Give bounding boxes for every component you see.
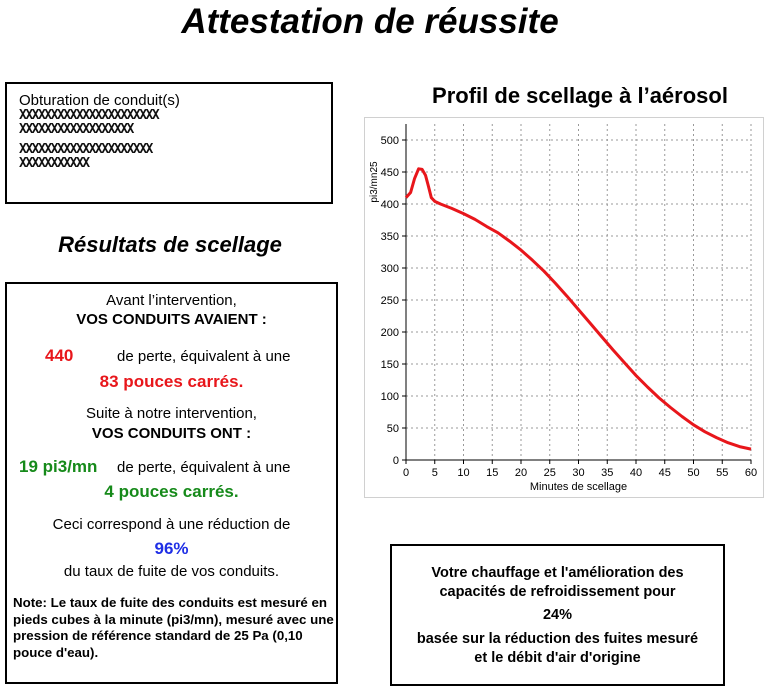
x-tick-label: 60	[745, 467, 757, 479]
before-leak-text: de perte, équivalent à une	[117, 348, 291, 365]
y-tick-label: 0	[393, 455, 399, 467]
y-tick-label: 300	[381, 263, 399, 275]
x-tick-label: 30	[572, 467, 584, 479]
x-tick-label: 0	[403, 467, 409, 479]
y-axis-label: pi3/mn25	[369, 161, 380, 203]
before-leak-value: 440	[45, 346, 74, 365]
chart-frame: 0 50 100 150 200 250 300 350 400 450 500 0 5 10 15 20 25…	[364, 117, 764, 498]
obturation-line-3: XXXXXXXXXXXXXXXXXXXXX	[19, 143, 153, 157]
x-tick-label: 25	[544, 467, 556, 479]
sealing-profile-chart: 0 50 100 150 200 250 300 350 400 450 500 0 5 10 15 20 25…	[369, 124, 757, 493]
x-tick-label: 55	[716, 467, 728, 479]
results-box: Avant l’intervention, VOS CONDUITS AVAIE…	[5, 282, 338, 684]
reduction-value: 96%	[154, 539, 189, 558]
x-tick-label: 5	[432, 467, 438, 479]
obturation-box: Obturation de conduit(s) XXXXXXXXXXXXXXX…	[5, 82, 333, 204]
y-tick-label: 350	[381, 231, 399, 243]
y-tick-label: 50	[387, 423, 399, 435]
x-tick-label: 20	[515, 467, 527, 479]
improvement-value: 24%	[542, 607, 573, 623]
y-tick-label: 250	[381, 295, 399, 307]
obturation-label: Obturation de conduit(s)	[19, 92, 180, 109]
x-tick-label: 40	[630, 467, 642, 479]
obturation-line-2: XXXXXXXXXXXXXXXXXX	[19, 123, 134, 137]
sealing-curve	[404, 167, 752, 451]
y-tick-label: 100	[381, 391, 399, 403]
improvement-text: Votre chauffage et l'amélioration des ca…	[431, 565, 684, 600]
y-tick-label: 500	[381, 135, 399, 147]
after-line-2: VOS CONDUITS ONT :	[91, 425, 252, 442]
y-tick-label: 200	[381, 327, 399, 339]
results-heading: Résultats de scellage	[58, 232, 282, 257]
after-line-1: Suite à notre intervention,	[86, 405, 257, 422]
reduction-tail: du taux de fuite de vos conduits.	[63, 563, 280, 580]
x-tick-label: 45	[659, 467, 671, 479]
x-tick-label: 10	[457, 467, 469, 479]
x-axis-label: Minutes de scellage	[530, 481, 627, 493]
after-leak-text: de perte, équivalent à une	[117, 459, 291, 476]
after-leak-value: 19 pi3/mn	[19, 457, 98, 476]
chart-title: Profil de scellage à l’aérosol	[432, 83, 728, 108]
after-leak-area: 4 pouces carrés.	[104, 482, 239, 501]
x-tick-label: 50	[687, 467, 699, 479]
before-line-2: VOS CONDUITS AVAIENT :	[76, 311, 267, 328]
y-tick-label: 150	[381, 359, 399, 371]
y-tick-label: 400	[381, 199, 399, 211]
obturation-line-4: XXXXXXXXXXX	[19, 157, 90, 171]
x-tick-label: 15	[486, 467, 498, 479]
heating-improvement-box: Votre chauffage et l'amélioration des ca…	[390, 544, 725, 686]
improvement-basis: basée sur la réduction des fuites mesuré…	[416, 631, 699, 666]
note-text: Note: Le taux de fuite des conduits est …	[13, 595, 334, 660]
obturation-line-1: XXXXXXXXXXXXXXXXXXXXXX	[19, 109, 160, 123]
before-line-1: Avant l’intervention,	[106, 292, 237, 309]
reduction-text: Ceci correspond à une réduction de	[52, 516, 291, 533]
y-tick-label: 450	[381, 167, 399, 179]
x-tick-label: 35	[601, 467, 613, 479]
page-title: Attestation de réussite	[181, 2, 559, 41]
before-leak-area: 83 pouces carrés.	[99, 372, 244, 391]
